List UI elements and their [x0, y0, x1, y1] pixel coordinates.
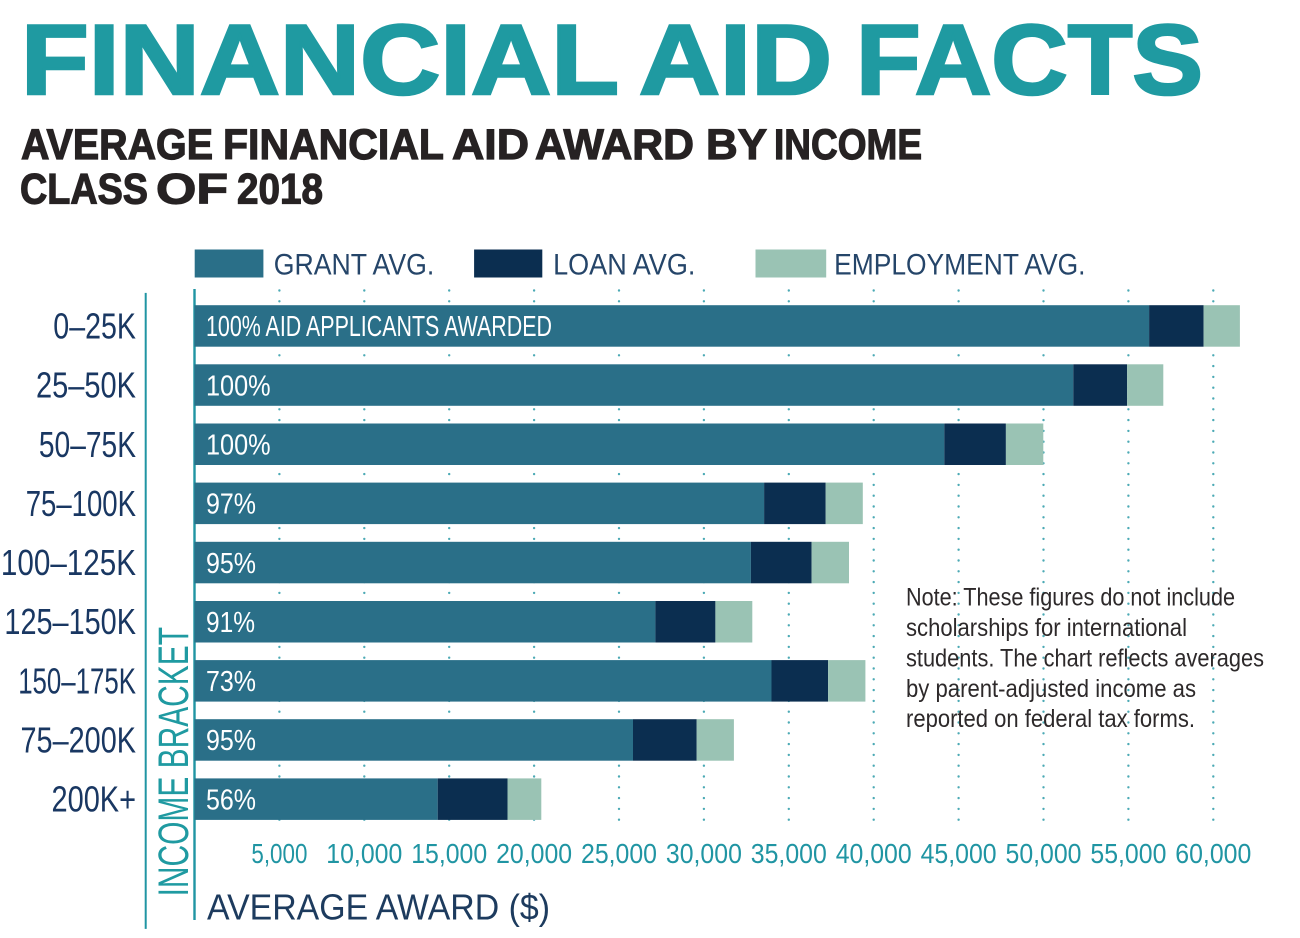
svg-text:AVERAGE AWARD ($): AVERAGE AWARD ($)	[207, 887, 550, 928]
svg-text:30,000: 30,000	[666, 838, 742, 869]
svg-text:100% AID APPLICANTS AWARDED: 100% AID APPLICANTS AWARDED	[206, 311, 552, 343]
svg-text:FACTS: FACTS	[856, 5, 1203, 116]
svg-text:150–175K: 150–175K	[18, 660, 136, 701]
svg-text:2018: 2018	[237, 166, 323, 214]
svg-text:reported on federal tax forms.: reported on federal tax forms.	[906, 705, 1195, 733]
svg-text:97%: 97%	[206, 489, 256, 521]
svg-text:FINANCIAL: FINANCIAL	[223, 121, 444, 169]
svg-text:91%: 91%	[206, 607, 255, 639]
svg-text:95%: 95%	[206, 725, 256, 757]
svg-text:50,000: 50,000	[1006, 838, 1082, 869]
svg-text:AWARD: AWARD	[535, 121, 694, 169]
svg-text:INCOME BRACKET: INCOME BRACKET	[150, 627, 198, 896]
svg-text:CLASS: CLASS	[20, 166, 148, 214]
svg-text:95%: 95%	[206, 548, 256, 580]
svg-text:125–150K: 125–150K	[4, 601, 136, 642]
svg-text:AID: AID	[639, 5, 832, 116]
svg-text:GRANT AVG.: GRANT AVG.	[274, 248, 435, 281]
svg-text:OF: OF	[156, 166, 228, 214]
svg-text:75–200K: 75–200K	[21, 720, 137, 761]
svg-text:100–125K: 100–125K	[1, 542, 136, 583]
svg-text:200K+: 200K+	[52, 779, 137, 820]
svg-text:by parent-adjusted income as: by parent-adjusted income as	[906, 675, 1196, 703]
svg-text:55,000: 55,000	[1090, 838, 1166, 869]
svg-text:20,000: 20,000	[496, 838, 572, 869]
svg-text:100%: 100%	[206, 429, 271, 461]
svg-text:0–25K: 0–25K	[53, 305, 136, 346]
svg-text:56%: 56%	[206, 784, 256, 816]
svg-text:10,000: 10,000	[326, 838, 402, 869]
svg-text:35,000: 35,000	[751, 838, 827, 869]
svg-text:LOAN AVG.: LOAN AVG.	[553, 248, 695, 281]
svg-text:5,000: 5,000	[251, 838, 307, 869]
svg-text:AID: AID	[452, 121, 529, 169]
svg-text:60,000: 60,000	[1175, 838, 1251, 869]
svg-text:AVERAGE: AVERAGE	[21, 121, 213, 169]
svg-text:45,000: 45,000	[921, 838, 997, 869]
svg-text:scholarships for international: scholarships for international	[906, 614, 1187, 642]
svg-text:students. The chart reflects a: students. The chart reflects averages	[906, 644, 1264, 672]
svg-text:73%: 73%	[206, 666, 256, 698]
svg-text:25–50K: 25–50K	[36, 365, 136, 406]
svg-text:40,000: 40,000	[836, 838, 912, 869]
svg-text:FINANCIAL: FINANCIAL	[21, 5, 619, 116]
svg-text:25,000: 25,000	[581, 838, 657, 869]
svg-text:Note: These figures do not inc: Note: These figures do not include	[906, 583, 1235, 611]
svg-text:100%: 100%	[206, 370, 271, 402]
svg-text:50–75K: 50–75K	[39, 424, 136, 465]
svg-text:75–100K: 75–100K	[26, 483, 136, 524]
svg-text:BY: BY	[706, 121, 767, 169]
svg-text:EMPLOYMENT AVG.: EMPLOYMENT AVG.	[834, 248, 1085, 281]
svg-text:INCOME: INCOME	[774, 121, 922, 169]
svg-text:15,000: 15,000	[411, 838, 487, 869]
